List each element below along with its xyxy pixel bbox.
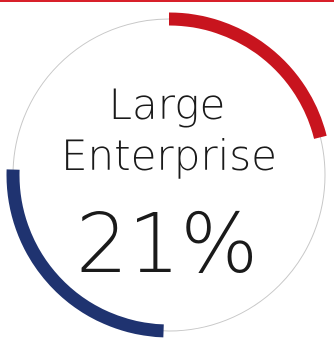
- ring-segment-2: [6, 169, 164, 338]
- top-accent-rule: [0, 0, 334, 2]
- ring-segment-1: [168, 12, 327, 139]
- ring-segments: [6, 12, 327, 338]
- title-line-2: Enterprise: [61, 131, 277, 180]
- title-line-1: Large: [109, 80, 226, 129]
- percentage-value: 21%: [76, 197, 258, 292]
